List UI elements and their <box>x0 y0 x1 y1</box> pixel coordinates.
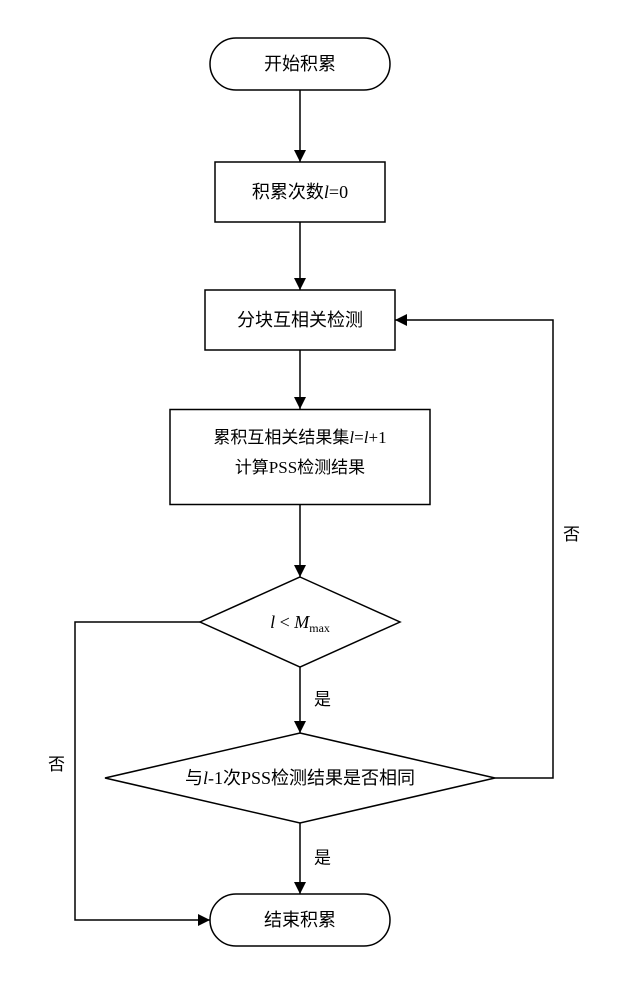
node-label: 结束积累 <box>264 910 336 930</box>
process-node <box>170 410 430 505</box>
node-label: 与l-1次PSS检测结果是否相同 <box>185 768 415 788</box>
node-label: 累积互相关结果集l=l+1 <box>213 428 386 447</box>
node-label: 开始积累 <box>264 54 336 74</box>
node-label: 计算PSS检测结果 <box>235 458 365 477</box>
edge-label: 否 <box>563 525 580 544</box>
edge-label: 否 <box>48 755 65 774</box>
node-label: 积累次数l=0 <box>252 182 348 202</box>
edge-label: 是 <box>314 849 331 868</box>
edge <box>395 320 553 778</box>
node-label: 分块互相关检测 <box>237 310 363 330</box>
edge-label: 是 <box>314 690 331 709</box>
